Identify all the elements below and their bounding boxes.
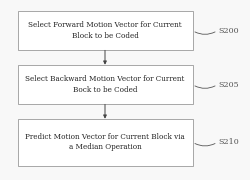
Text: S210: S210 (219, 138, 240, 146)
Text: Predict Motion Vector for Current Block via
a Median Operation: Predict Motion Vector for Current Block … (25, 133, 185, 151)
FancyBboxPatch shape (18, 65, 192, 104)
FancyBboxPatch shape (18, 11, 192, 50)
FancyBboxPatch shape (18, 119, 192, 166)
Text: S205: S205 (219, 81, 240, 89)
Text: Select Forward Motion Vector for Current
Block to be Coded: Select Forward Motion Vector for Current… (28, 21, 182, 40)
Text: Select Backward Motion Vector for Current
Bock to be Coded: Select Backward Motion Vector for Curren… (25, 75, 185, 94)
Text: S200: S200 (219, 27, 240, 35)
